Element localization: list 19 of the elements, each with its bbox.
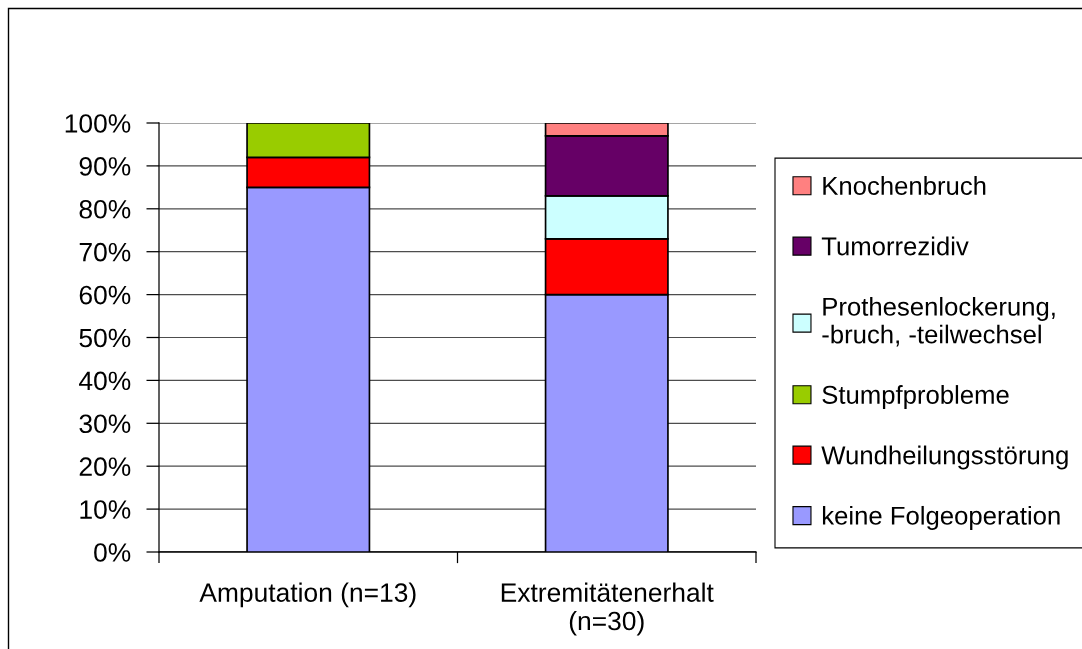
legend-label: keine Folgeoperation [822, 505, 1060, 530]
y-tick-label: 80% [79, 199, 131, 219]
y-tick-label: 30% [79, 414, 131, 434]
y-tick-label: 70% [79, 242, 131, 262]
y-tick-label: 90% [79, 157, 131, 176]
y-tick-label: 60% [79, 285, 131, 305]
legend-label: Stumpfprobleme [822, 385, 1009, 410]
x-tick-label: Extremitätenerhalt (n=30) [501, 582, 714, 636]
legend-label: Prothesenlockerung, -bruch, -teilwechsel [822, 296, 1055, 347]
y-tick-label: 10% [80, 500, 131, 519]
y-tick-label: 0% [94, 543, 131, 562]
legend-label: Wundheilungsstörung [821, 445, 1068, 470]
y-tick-label: 100% [65, 114, 131, 133]
x-tick-label: Amputation (n=13) [199, 582, 416, 608]
legend-label: Knochenbruch [823, 176, 986, 195]
y-tick-label: 50% [79, 328, 131, 348]
legend-label: Tumorrezidiv [821, 236, 969, 256]
y-tick-label: 20% [79, 457, 131, 477]
y-tick-label: 40% [79, 371, 131, 391]
